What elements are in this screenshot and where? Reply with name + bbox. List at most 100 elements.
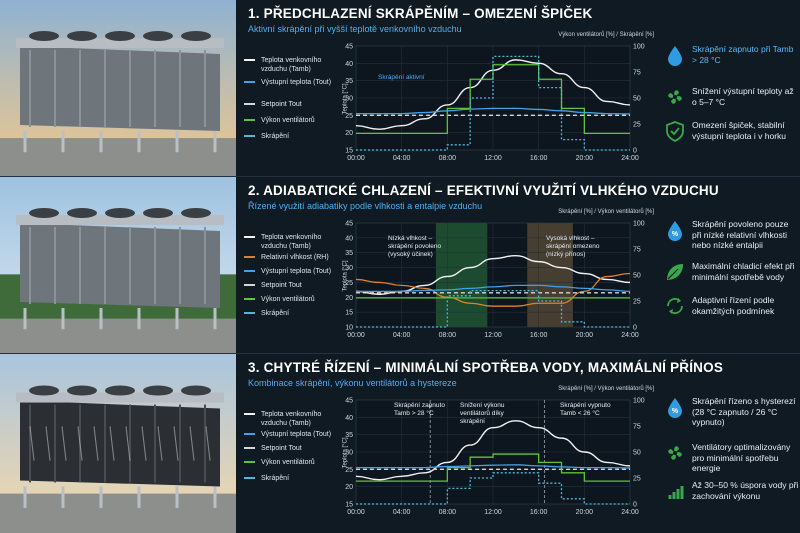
y-tick-label: 15 [345, 310, 353, 317]
feature-text: Adaptivní řízení podle okamžitých podmín… [692, 295, 775, 316]
legend-swatch [244, 298, 255, 300]
chart-svg: 15 20 25 30 35 40 45 0 25 50 75 100 00:00 04:00 08:00 1… [345, 44, 645, 163]
shield-check-icon [664, 120, 686, 143]
cooler-photo [0, 177, 236, 353]
legend-swatch [244, 433, 255, 435]
x-tick-label: 00:00 [347, 332, 365, 339]
series-tout [355, 284, 631, 292]
left-axis-label: Teplota [°C] [342, 83, 349, 115]
y2-tick-label: 25 [633, 122, 641, 129]
x-tick-label: 08:00 [439, 509, 457, 516]
y-tick-label: 20 [345, 130, 353, 137]
feature-text: Omezení špiček, stabilní výstupní teplot… [692, 120, 787, 141]
chart: 15 20 25 30 35 40 45 0 25 50 75 100 00:00 04:00 08:00 1… [338, 32, 654, 168]
y2-tick-label: 50 [633, 96, 641, 103]
panel-subtitle: Aktivní skrápění při vyšší teplotě venko… [248, 24, 462, 34]
legend-label: Setpoint Tout [261, 282, 302, 289]
series-spray [356, 472, 630, 505]
feature-list: % Skrápění povoleno pouze při nízké relat… [658, 177, 800, 353]
x-tick-label: 12:00 [484, 509, 502, 516]
legend-swatch [244, 447, 255, 449]
right-axis-label: Skrápění [%] / Výkon ventilátorů [%] [558, 386, 654, 392]
x-tick-label: 24:00 [621, 509, 639, 516]
humidity-percent-icon: % [664, 219, 686, 241]
y-tick-label: 25 [345, 280, 353, 287]
y-tick-label: 40 [345, 61, 353, 68]
y-tick-label: 45 [345, 44, 353, 51]
y-tick-label: 30 [345, 96, 353, 103]
legend-label: Teplota venkovního vzduchu (Tamb) [261, 57, 322, 73]
legend-label: Skrápění [261, 310, 290, 317]
cooler-photo [0, 0, 236, 176]
fan-icon [664, 442, 686, 464]
series-tamb [355, 420, 631, 481]
svg-text:%: % [672, 408, 679, 415]
y-tick-label: 35 [345, 432, 353, 439]
chart-svg: 10 15 20 25 30 35 40 45 0 25 50 75 100 00:00 04:00 08:0… [345, 221, 645, 340]
feature-list: % Skrápění řízeno s hysterezí (28 °C zapn… [658, 354, 800, 533]
x-tick-label: 12:00 [484, 155, 502, 162]
y-tick-label: 45 [345, 221, 353, 228]
x-tick-label: 12:00 [484, 332, 502, 339]
y-tick-label: 20 [345, 484, 353, 491]
adaptive-cycle-icon [664, 295, 686, 317]
y-tick-label: 15 [345, 148, 353, 155]
y2-tick-label: 25 [633, 299, 641, 306]
y2-tick-label: 75 [633, 247, 641, 254]
x-tick-label: 24:00 [621, 332, 639, 339]
bar-growth-icon [664, 480, 686, 502]
panel-prechlazeni: 1. PŘEDCHLAZENÍ SKRÁPĚNÍM – OMEZENÍ ŠPIČ… [0, 0, 800, 177]
right-axis-label: Výkon ventilátorů [%] / Skrápění [%] [558, 32, 654, 38]
y-tick-label: 15 [345, 502, 353, 509]
x-tick-label: 16:00 [530, 332, 548, 339]
y2-tick-label: 0 [633, 502, 637, 509]
water-drop-icon [664, 44, 686, 66]
legend-swatch [244, 135, 255, 137]
legend-swatch [244, 413, 255, 415]
panel-subtitle: Kombinace skrápění, výkonu ventilátorů a… [248, 378, 457, 388]
panel-subtitle: Řízené využití adiabatiky podle vlhkosti… [248, 201, 483, 211]
series-fan [356, 64, 630, 135]
feature-list: Skrápění zapnuto při Tamb > 28 °C Snížení… [658, 0, 800, 176]
x-tick-label: 16:00 [530, 509, 548, 516]
x-tick-label: 00:00 [347, 509, 365, 516]
series-spray [356, 289, 630, 328]
water-percent-icon: % [664, 396, 686, 418]
y2-tick-label: 100 [633, 398, 645, 405]
feature-text: Skrápění řízeno s hysterezí (28 °C zapnu… [692, 396, 796, 427]
legend-swatch [244, 461, 255, 463]
series-fan [356, 453, 630, 482]
right-axis-label: Skrápění [%] / Výkon ventilátorů [%] [558, 209, 654, 215]
legend-swatch [244, 312, 255, 314]
feature-text: Ventilátory optimalizovány pro minimální… [692, 442, 791, 473]
legend-label: Výstupní teplota (Tout) [261, 79, 332, 86]
panel-title: 1. PŘEDCHLAZENÍ SKRÁPĚNÍM – OMEZENÍ ŠPIČ… [248, 6, 593, 21]
shaded-region [527, 223, 573, 327]
legend-label: Teplota venkovního vzduchu (Tamb) [261, 234, 322, 250]
panel-chytre-rizeni: 3. CHYTRÉ ŘÍZENÍ – MINIMÁLNÍ SPOTŘEBA VO… [0, 354, 800, 533]
y-tick-label: 10 [345, 325, 353, 332]
left-axis-label: Teplota [°C] [342, 437, 349, 469]
y-tick-label: 30 [345, 450, 353, 457]
x-tick-label: 04:00 [393, 509, 411, 516]
y2-tick-label: 25 [633, 476, 641, 483]
cooler-photo [0, 354, 236, 533]
chart-annotation: Skrápění aktivní [378, 74, 425, 81]
y2-tick-label: 100 [633, 221, 645, 228]
legend-swatch [244, 81, 255, 83]
svg-text:%: % [672, 231, 679, 238]
legend-swatch [244, 59, 255, 61]
series-tout [355, 464, 631, 469]
x-tick-label: 20:00 [576, 332, 594, 339]
legend-swatch [244, 103, 255, 105]
chart-annotation: Nízká vlhkost – skrápění povoleno (vysok… [388, 235, 442, 258]
y-tick-label: 30 [345, 265, 353, 272]
chart: 15 20 25 30 35 40 45 0 25 50 75 100 00:00 04:00 08:00 1… [338, 386, 654, 522]
y-tick-label: 35 [345, 250, 353, 257]
chart-annotation: Skrápění zapnuto Tamb > 28 °C [394, 402, 445, 417]
panel-title: 2. ADIABATICKÉ CHLAZENÍ – EFEKTIVNÍ VYUŽ… [248, 183, 719, 198]
cooler-unit [16, 385, 224, 508]
shaded-region [435, 223, 488, 327]
feature-text: Snížení výstupní teploty až o 5–7 °C [692, 86, 794, 107]
x-tick-label: 24:00 [621, 155, 639, 162]
